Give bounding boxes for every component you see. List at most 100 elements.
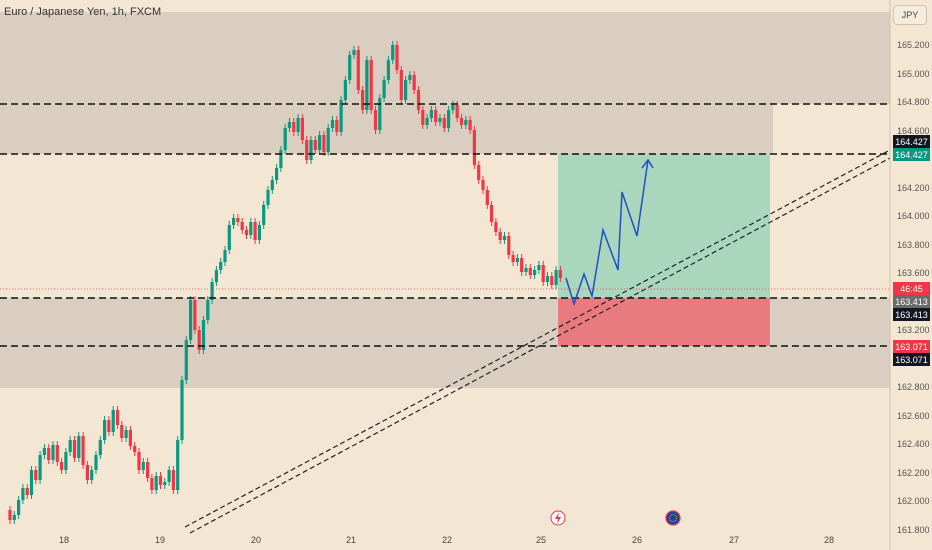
candle-body — [17, 500, 21, 515]
currency-button[interactable]: JPY — [893, 5, 927, 25]
candle-body — [404, 80, 408, 100]
candle-body — [464, 120, 468, 125]
candle-body — [154, 476, 158, 490]
candle-body — [146, 462, 150, 478]
projection-path[interactable] — [565, 159, 649, 307]
candle-body — [184, 340, 188, 380]
candle-body — [219, 262, 223, 270]
candle-body — [180, 380, 184, 440]
candle-body — [8, 510, 12, 520]
price-tick-label: 162.800 — [897, 382, 930, 392]
resistance-zone-lower — [0, 104, 773, 154]
candle-body — [416, 90, 421, 110]
candle-body — [442, 118, 446, 128]
candle-body — [541, 265, 545, 282]
price-tick-label: 162.000 — [897, 496, 930, 506]
candle-body — [158, 476, 163, 485]
stop-price-tag-2: 163.071 — [893, 353, 930, 366]
candle-body — [485, 190, 489, 205]
candle-body — [533, 270, 537, 275]
target-price-tag-2: 164.427 — [893, 148, 930, 161]
time-tick-label: 20 — [250, 535, 261, 545]
loss-zone[interactable] — [558, 298, 770, 346]
candle-body — [103, 420, 107, 440]
candle-body — [421, 110, 425, 125]
candle-body — [438, 118, 442, 122]
candle-body — [167, 470, 171, 482]
candle-body — [382, 80, 386, 98]
price-tick-label: 163.200 — [897, 325, 930, 335]
candle-body — [236, 218, 240, 222]
candle-body — [399, 70, 403, 100]
candle-body — [98, 440, 102, 455]
candle-body — [115, 410, 120, 425]
countdown-tag: 46:45 — [893, 282, 930, 295]
candle-body — [287, 122, 292, 128]
candle-body — [163, 482, 167, 485]
candle-body — [490, 205, 494, 222]
candle-body — [429, 110, 433, 118]
candle-body — [279, 150, 283, 168]
candle-body — [197, 330, 201, 350]
candle-body — [210, 282, 214, 300]
candle-body — [498, 232, 502, 240]
candle-body — [326, 128, 330, 152]
candle-body — [201, 320, 206, 350]
candle-body — [107, 420, 111, 432]
candle-body — [524, 268, 528, 272]
time-tick-label: 18 — [58, 535, 69, 545]
candle-body — [270, 180, 274, 190]
candle-body — [133, 446, 137, 452]
candle-body — [502, 236, 507, 240]
profit-zone[interactable] — [558, 154, 770, 298]
candle-body — [378, 98, 382, 130]
price-tick-label: 165.000 — [897, 68, 930, 79]
candle-body — [257, 225, 261, 240]
candle-body — [72, 440, 77, 458]
price-tick-label: 162.600 — [897, 410, 930, 421]
candle-body — [64, 452, 68, 470]
candle-body — [322, 135, 326, 152]
price-tick-label: 164.800 — [897, 97, 930, 107]
candle-body — [335, 120, 339, 132]
candle-body — [124, 430, 128, 438]
time-tick-label: 19 — [154, 535, 165, 545]
candle-body — [292, 122, 296, 132]
entry-price-tag-2: 163.413 — [893, 308, 930, 321]
candle-body — [232, 218, 236, 225]
candle-body — [34, 470, 38, 480]
candle-body — [412, 75, 416, 90]
time-tick-label: 21 — [345, 535, 356, 545]
candle-body — [249, 222, 253, 235]
price-tick-label: 163.600 — [897, 268, 930, 278]
trendline-2[interactable] — [189, 157, 891, 534]
time-tick-label: 26 — [631, 535, 642, 545]
candle-body — [189, 300, 193, 340]
candle-body — [425, 118, 429, 125]
lightning-icon[interactable] — [550, 510, 566, 526]
candle-body — [507, 236, 511, 255]
candlestick-series — [8, 41, 562, 524]
candle-body — [193, 300, 197, 330]
symbol-title: Euro / Japanese Yen, 1h, FXCM — [4, 6, 162, 18]
flag-eu-icon[interactable] — [665, 510, 681, 526]
time-tick-label: 22 — [441, 535, 452, 545]
projection-arrow-icon — [641, 158, 654, 169]
candle-body — [12, 515, 16, 520]
resistance-zone — [0, 12, 890, 104]
candle-body — [318, 135, 322, 150]
candle-body — [395, 45, 399, 70]
candle-body — [300, 118, 304, 140]
trendline-1[interactable] — [184, 149, 891, 528]
candle-body — [214, 270, 218, 282]
candle-body — [227, 225, 231, 250]
candle-body — [176, 440, 180, 490]
candle-body — [51, 445, 55, 460]
candle-body — [296, 118, 300, 132]
candle-body — [60, 462, 64, 470]
candle-body — [550, 276, 554, 285]
candle-body — [85, 465, 89, 480]
candle-body — [240, 222, 244, 230]
candle-body — [29, 470, 34, 495]
